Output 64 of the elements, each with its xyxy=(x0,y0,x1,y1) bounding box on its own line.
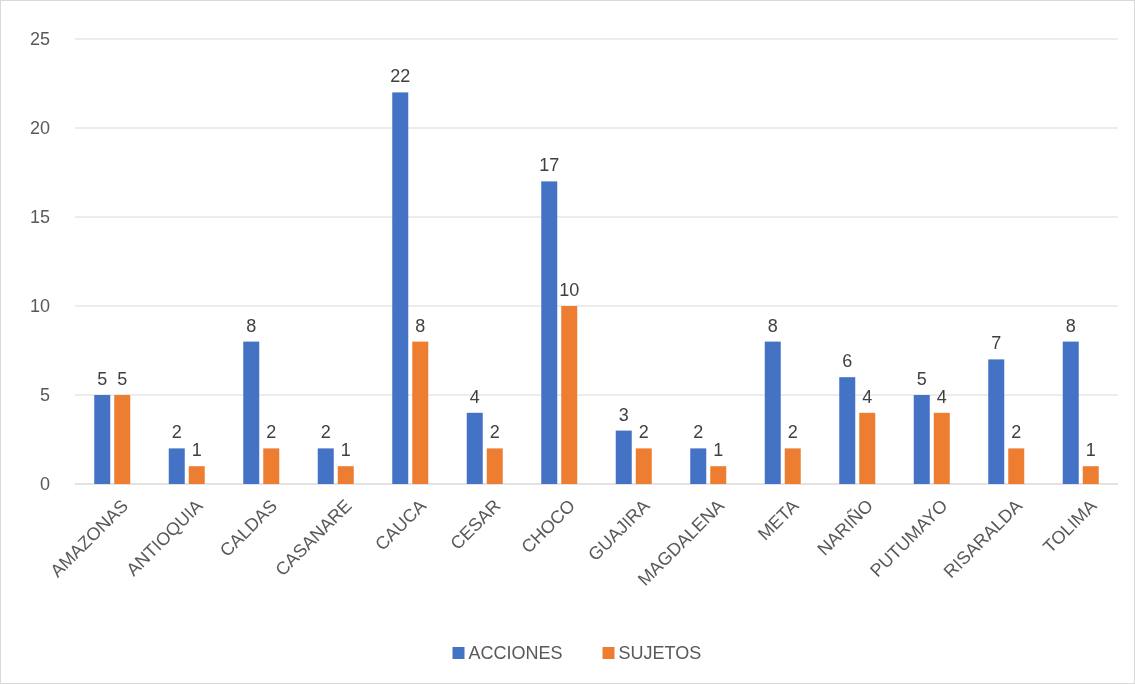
bar xyxy=(94,395,111,484)
bar xyxy=(635,448,652,484)
legend-label: ACCIONES xyxy=(468,643,563,664)
data-label: 8 xyxy=(767,315,778,336)
bar xyxy=(690,448,707,484)
data-label: 5 xyxy=(916,369,927,389)
bar xyxy=(412,341,429,484)
data-label: 2 xyxy=(266,422,277,443)
data-label: 6 xyxy=(842,351,853,372)
data-label: 3 xyxy=(618,404,629,425)
bar xyxy=(541,181,558,484)
data-label: 2 xyxy=(638,422,649,443)
legend-label: SUJETOS xyxy=(618,643,702,664)
bar xyxy=(913,395,930,484)
data-label: 2 xyxy=(489,422,500,443)
bar xyxy=(561,306,578,484)
y-tick-label: 25 xyxy=(29,29,50,50)
data-label: 1 xyxy=(1085,440,1096,461)
bar xyxy=(839,377,856,484)
data-label: 2 xyxy=(171,422,182,443)
y-tick-label: 20 xyxy=(29,118,50,139)
bar xyxy=(1082,466,1099,484)
y-tick-label: 15 xyxy=(29,207,50,228)
data-label: 8 xyxy=(415,315,426,336)
bar xyxy=(1008,448,1025,484)
bar xyxy=(317,448,334,484)
bar xyxy=(859,412,876,484)
data-label: 4 xyxy=(862,386,873,407)
bar xyxy=(337,466,354,484)
data-label: 1 xyxy=(713,440,724,461)
data-label: 1 xyxy=(191,440,202,461)
bar xyxy=(933,412,950,484)
data-label: 2 xyxy=(787,422,798,443)
y-tick-label: 0 xyxy=(39,474,50,495)
data-label: 8 xyxy=(246,315,257,336)
data-label: 2 xyxy=(320,422,331,443)
bar xyxy=(466,412,483,484)
data-label: 5 xyxy=(97,369,108,389)
bar xyxy=(486,448,503,484)
data-label: 2 xyxy=(693,422,704,443)
data-label: 4 xyxy=(936,386,947,407)
bar xyxy=(988,359,1005,484)
data-label: 1 xyxy=(340,440,351,461)
data-label: 5 xyxy=(117,369,128,389)
bar xyxy=(168,448,185,484)
bar xyxy=(784,448,801,484)
data-label: 17 xyxy=(539,155,560,176)
bar xyxy=(1062,341,1079,484)
data-label: 22 xyxy=(390,66,411,87)
bar xyxy=(243,341,260,484)
bar xyxy=(710,466,727,484)
bar xyxy=(263,448,280,484)
data-label: 2 xyxy=(1011,422,1022,443)
data-label: 4 xyxy=(469,386,480,407)
bar xyxy=(114,395,131,484)
bar xyxy=(188,466,205,484)
data-label: 7 xyxy=(991,333,1002,354)
bar xyxy=(615,430,632,484)
bar xyxy=(392,92,409,484)
data-label: 10 xyxy=(559,280,580,300)
data-label: 8 xyxy=(1065,315,1076,336)
y-tick-label: 5 xyxy=(39,385,50,406)
bar xyxy=(764,341,781,484)
y-tick-label: 10 xyxy=(29,296,50,317)
